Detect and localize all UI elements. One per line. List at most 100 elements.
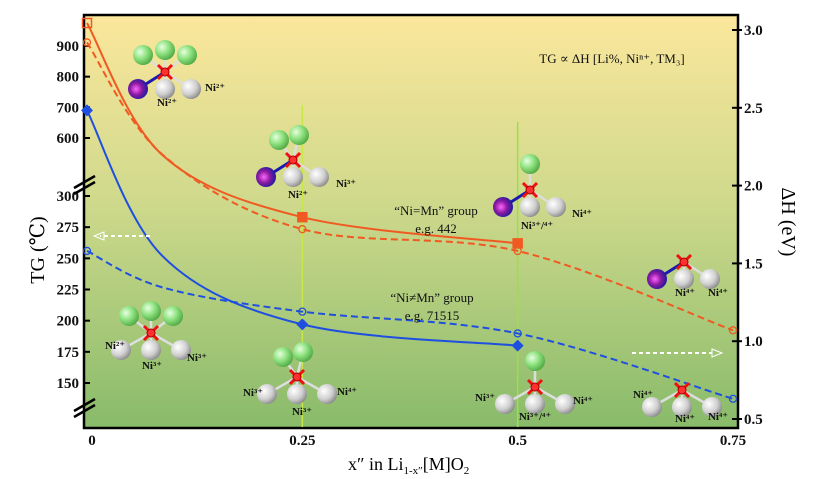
nickel-atom-icon <box>495 394 515 414</box>
y-right-tick-label: 2.5 <box>744 101 763 117</box>
arrow-head-right <box>711 348 724 358</box>
y-left-label: TG (℃) <box>27 216 49 283</box>
halide-atom-icon <box>269 130 289 150</box>
ion-label: Ni³⁺ <box>292 406 312 418</box>
oxygen-atom-icon <box>288 155 298 165</box>
y-right-tick-label: 3.0 <box>744 23 763 39</box>
y-left-tick-label: 150 <box>57 376 80 392</box>
ion-label: Ni⁴⁺ <box>675 413 695 425</box>
group2-example: e.g. 71515 <box>405 308 460 323</box>
x-tick-label: 0.5 <box>508 433 527 449</box>
halide-atom-icon <box>289 125 309 145</box>
nickel-atom-icon <box>317 384 337 404</box>
arrow-head-left <box>92 231 105 241</box>
group1-example: e.g. 442 <box>415 221 457 236</box>
halide-atom-icon <box>293 342 313 362</box>
nickel-atom-icon <box>257 384 277 404</box>
halide-atom-icon <box>520 154 540 174</box>
nickel-atom-icon <box>141 340 161 360</box>
lithium-atom-icon <box>493 197 513 217</box>
oxygen-atom-icon <box>146 328 156 338</box>
ion-label: Ni³⁺ <box>142 360 162 372</box>
group2-label: “Ni≠Mn” group <box>390 290 473 305</box>
halide-atom-icon <box>119 306 139 326</box>
oxygen-atom-icon <box>679 257 689 267</box>
ion-label: Ni⁴⁺ <box>337 386 357 398</box>
axis-break-mark <box>73 397 96 413</box>
halide-atom-icon <box>163 306 183 326</box>
nickel-atom-icon <box>111 340 131 360</box>
nickel-atom-icon <box>283 167 303 187</box>
series-line-1 <box>86 41 734 332</box>
lithium-atom-icon <box>647 269 667 289</box>
ion-label: Ni³⁺/⁴⁺ <box>519 411 551 423</box>
nickel-atom-icon <box>309 167 329 187</box>
y-left-tick-label: 800 <box>57 70 80 86</box>
oxygen-atom-icon <box>530 382 540 392</box>
x-tick-label: 0.25 <box>289 433 315 449</box>
oxygen-atom-icon <box>677 385 687 395</box>
halide-atom-icon <box>133 45 153 65</box>
y-right-tick-label: 1.0 <box>744 334 763 350</box>
halide-atom-icon <box>155 40 175 60</box>
y-right-tick-label: 1.5 <box>744 256 763 272</box>
nickel-atom-icon <box>546 197 566 217</box>
data-point-diamond <box>81 104 93 117</box>
y-right-label: ΔH (eV) <box>777 188 799 257</box>
data-point-circle <box>513 246 522 256</box>
y-left-tick-label: 600 <box>57 131 80 147</box>
oxygen-atom-icon <box>292 372 302 382</box>
ion-label: Ni⁴⁺ <box>708 287 728 299</box>
nickel-atom-icon <box>702 397 722 417</box>
halide-atom-icon <box>141 301 161 321</box>
ion-label: Ni²⁺ <box>157 97 177 109</box>
data-point-circle <box>298 225 307 234</box>
lithium-atom-icon <box>128 79 148 99</box>
ion-label: Ni⁴⁺ <box>633 389 653 401</box>
ion-label: Ni²⁺ <box>288 189 308 201</box>
nickel-atom-icon <box>674 269 694 289</box>
plot-area <box>82 13 740 430</box>
series-line-0 <box>86 22 518 245</box>
data-point-square <box>81 17 93 29</box>
nickel-atom-icon <box>520 197 540 217</box>
data-point-circle <box>82 38 92 47</box>
oxygen-atom-icon <box>160 67 170 77</box>
halide-atom-icon <box>273 347 293 367</box>
oxygen-atom-icon <box>525 185 535 195</box>
ion-label: Ni³⁺ <box>475 392 495 404</box>
nickel-atom-icon <box>642 397 662 417</box>
y-left-tick-label: 900 <box>57 39 80 55</box>
data-point-circle <box>728 394 738 403</box>
ion-label: Ni⁴⁺ <box>708 411 728 423</box>
data-point-square <box>297 211 308 223</box>
data-point-square <box>512 238 523 249</box>
ion-label: Ni²⁺ <box>105 340 125 352</box>
y-left-tick-label: 250 <box>57 251 80 267</box>
nickel-atom-icon <box>672 397 692 417</box>
ion-label: Ni³⁺ <box>187 352 207 364</box>
ion-label: Ni²⁺ <box>205 82 225 94</box>
data-point-diamond <box>511 339 524 352</box>
x-axis-label: x″ in Li1-x″[M]O2 <box>348 454 469 477</box>
data-point-circle <box>82 246 92 256</box>
x-tick-label: 0 <box>88 433 96 449</box>
x-tick-label: 0.75 <box>720 433 746 449</box>
axis-break-mark <box>73 180 96 196</box>
nickel-atom-icon <box>171 340 191 360</box>
ion-label: Ni⁴⁺ <box>572 208 592 220</box>
y-right-tick-label: 2.0 <box>744 179 763 195</box>
formula-annotation: TG ∝ ΔH [Li%, Niⁿ⁺, TM₃] <box>539 51 684 66</box>
nickel-atom-icon <box>700 269 720 289</box>
y-left-tick-label: 300 <box>57 189 80 205</box>
ion-label: Ni³⁺ <box>336 178 356 190</box>
nickel-atom-icon <box>287 384 307 404</box>
axis-break-mark <box>73 403 96 419</box>
axis-break-mark <box>73 174 96 190</box>
data-point-circle <box>728 326 738 335</box>
ion-label: Ni⁴⁺ <box>675 287 695 299</box>
ion-label: Ni³⁺/⁴⁺ <box>521 220 553 232</box>
halide-atom-icon <box>177 45 197 65</box>
